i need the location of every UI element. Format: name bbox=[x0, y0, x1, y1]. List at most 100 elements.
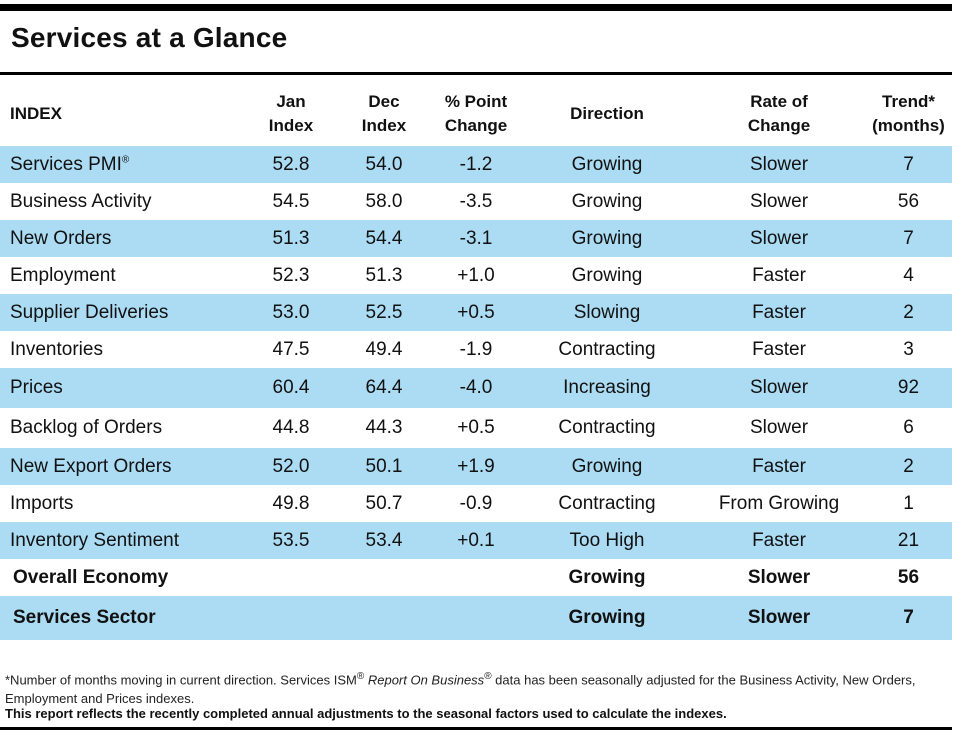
dec-index: 50.1 bbox=[337, 448, 431, 485]
jan-index: 53.0 bbox=[245, 294, 337, 331]
page-title: Services at a Glance bbox=[11, 22, 288, 53]
dec-index: 58.0 bbox=[365, 190, 403, 212]
dec-index: 49.4 bbox=[365, 338, 403, 360]
index-name: New Export Orders bbox=[0, 448, 245, 485]
rate-of-change: Faster bbox=[693, 294, 865, 331]
point-change: +0.5 bbox=[457, 417, 495, 438]
table-row: Supplier Deliveries 53.0 52.5 +0.5 Slowing Fa… bbox=[0, 294, 952, 331]
header-rate-of-change: Rate of Change bbox=[747, 92, 811, 135]
header-index: INDEX bbox=[10, 104, 62, 123]
table-row: Backlog of Orders 44.8 44.3 +0.5 Contracting… bbox=[0, 408, 952, 448]
jan-index: 54.5 bbox=[272, 190, 310, 212]
summary-row: Services Sector Growing Slower 7 bbox=[0, 596, 952, 640]
summary-row: Overall Economy Growing Slower 56 bbox=[0, 559, 952, 596]
direction: Growing bbox=[521, 596, 693, 640]
index-name: Employment bbox=[10, 264, 116, 286]
direction: Slowing bbox=[521, 294, 693, 331]
table-row: Inventories 47.5 49.4 -1.9 Contracting Faster… bbox=[0, 331, 952, 368]
point-change: -3.5 bbox=[459, 190, 493, 212]
jan-index: 44.8 bbox=[272, 417, 310, 438]
index-name: Inventories bbox=[10, 338, 103, 360]
dec-index: 53.4 bbox=[337, 522, 431, 559]
rate-of-change: Faster bbox=[752, 338, 806, 360]
header-trend: Trend* (months) bbox=[872, 92, 945, 135]
table-row: Services PMI® 52.8 54.0 -1.2 Growing Slower 7 bbox=[0, 146, 952, 183]
direction: Growing bbox=[521, 220, 693, 257]
jan-index: 52.8 bbox=[245, 146, 337, 183]
direction: Growing bbox=[568, 566, 646, 588]
jan-index: 52.0 bbox=[245, 448, 337, 485]
point-change: +0.5 bbox=[431, 294, 521, 331]
header-point-change: % Point Change bbox=[444, 92, 508, 135]
dec-index: 52.5 bbox=[337, 294, 431, 331]
trend-months: 21 bbox=[865, 522, 952, 559]
empty-cell bbox=[245, 559, 337, 596]
rate-of-change: Faster bbox=[693, 522, 865, 559]
dec-index: 44.3 bbox=[365, 417, 403, 438]
header-direction: Direction bbox=[570, 104, 644, 123]
table-header-row: INDEX Jan Index Dec Index % Point Change Di… bbox=[0, 82, 952, 146]
empty-cell bbox=[431, 559, 521, 596]
rate-of-change: Slower bbox=[693, 368, 865, 408]
direction: Growing bbox=[521, 448, 693, 485]
direction: Growing bbox=[521, 146, 693, 183]
direction: Increasing bbox=[521, 368, 693, 408]
bottom-rule bbox=[0, 727, 952, 730]
index-name: Inventory Sentiment bbox=[0, 522, 245, 559]
jan-index: 49.8 bbox=[272, 492, 310, 514]
trend-months: 2 bbox=[865, 294, 952, 331]
dec-index: 54.4 bbox=[337, 220, 431, 257]
dec-index: 64.4 bbox=[337, 368, 431, 408]
trend-months: 1 bbox=[903, 492, 914, 514]
trend-months: 56 bbox=[897, 566, 920, 588]
rate-of-change: Slower bbox=[747, 566, 811, 588]
rate-of-change: Slower bbox=[749, 190, 809, 212]
table-row: Prices 60.4 64.4 -4.0 Increasing Slower 92 bbox=[0, 368, 952, 408]
trend-months: 7 bbox=[865, 220, 952, 257]
jan-index: 52.3 bbox=[272, 264, 310, 286]
table-row: New Orders 51.3 54.4 -3.1 Growing Slower 7 bbox=[0, 220, 952, 257]
point-change: -4.0 bbox=[431, 368, 521, 408]
index-name: Services PMI® bbox=[0, 146, 245, 183]
direction: Contracting bbox=[558, 417, 656, 438]
rate-of-change: Faster bbox=[752, 264, 806, 286]
index-name: Imports bbox=[10, 492, 74, 514]
title-rule bbox=[0, 72, 952, 75]
rate-of-change: From Growing bbox=[718, 492, 840, 514]
header-dec-index: Dec Index bbox=[361, 92, 407, 135]
trend-months: 56 bbox=[897, 190, 920, 212]
dec-index: 54.0 bbox=[337, 146, 431, 183]
direction: Growing bbox=[571, 190, 643, 212]
index-name: Business Activity bbox=[10, 190, 152, 212]
direction: Contracting bbox=[558, 492, 656, 514]
footnote: *Number of months moving in current dire… bbox=[5, 671, 916, 707]
index-name: Supplier Deliveries bbox=[0, 294, 245, 331]
direction: Contracting bbox=[558, 338, 656, 360]
index-name: Prices bbox=[0, 368, 245, 408]
table-row: Business Activity 54.5 58.0 -3.5 Growing Slow… bbox=[0, 183, 952, 220]
empty-cell bbox=[245, 596, 337, 640]
table-row: Employment 52.3 51.3 +1.0 Growing Faster 4 bbox=[0, 257, 952, 294]
trend-months: 7 bbox=[865, 146, 952, 183]
empty-cell bbox=[337, 596, 431, 640]
point-change: +1.0 bbox=[457, 264, 495, 286]
table-row: New Export Orders 52.0 50.1 +1.9 Growing Fast… bbox=[0, 448, 952, 485]
point-change: +1.9 bbox=[431, 448, 521, 485]
point-change: -1.2 bbox=[431, 146, 521, 183]
top-rule bbox=[0, 4, 952, 11]
index-name: New Orders bbox=[0, 220, 245, 257]
point-change: +0.1 bbox=[431, 522, 521, 559]
dec-index: 51.3 bbox=[365, 264, 403, 286]
trend-months: 6 bbox=[903, 417, 914, 438]
trend-months: 7 bbox=[865, 596, 952, 640]
point-change: -1.9 bbox=[459, 338, 493, 360]
direction: Too High bbox=[521, 522, 693, 559]
direction: Growing bbox=[571, 264, 643, 286]
empty-cell bbox=[431, 596, 521, 640]
empty-cell bbox=[337, 559, 431, 596]
rate-of-change: Slower bbox=[693, 596, 865, 640]
jan-index: 47.5 bbox=[272, 338, 310, 360]
adjustment-note: This report reflects the recently comple… bbox=[5, 706, 727, 721]
services-table: INDEX Jan Index Dec Index % Point Change Di… bbox=[0, 82, 952, 640]
trend-months: 3 bbox=[903, 338, 914, 360]
